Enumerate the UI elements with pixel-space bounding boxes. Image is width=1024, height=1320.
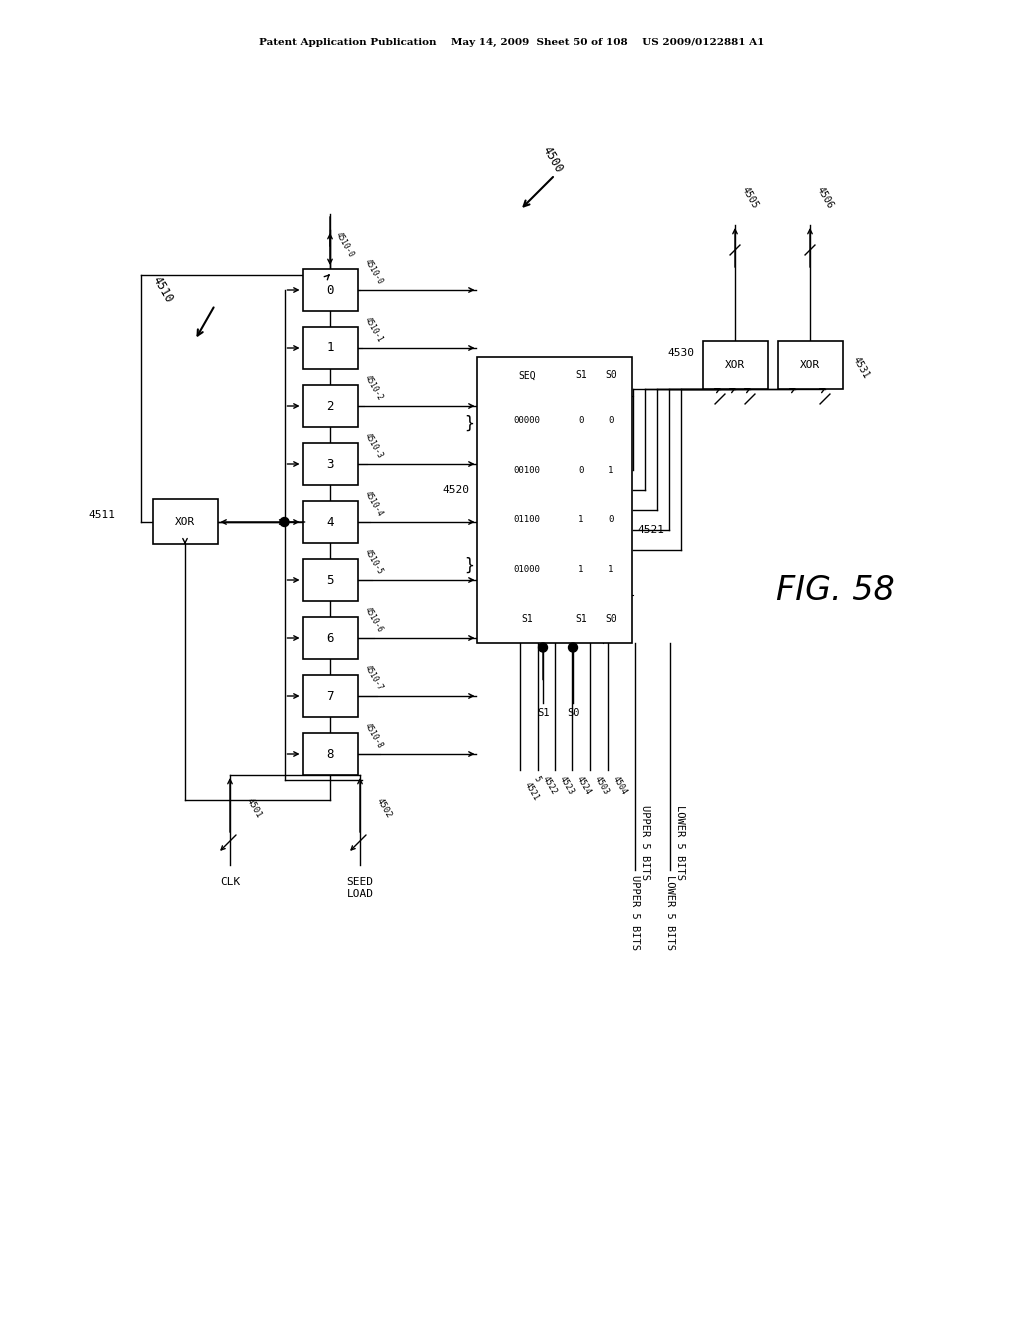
Text: 4511: 4511 (88, 510, 115, 520)
Text: S0: S0 (566, 708, 580, 718)
Text: S1: S1 (537, 708, 549, 718)
Text: 4510-3: 4510-3 (362, 432, 384, 459)
Text: SEQ: SEQ (518, 371, 536, 380)
Text: 4510-7: 4510-7 (362, 664, 384, 692)
Bar (302, 444, 357, 484)
Text: S0: S0 (605, 614, 616, 623)
Text: XOR: XOR (800, 360, 820, 370)
Text: S1: S1 (521, 614, 532, 623)
Text: }: } (465, 557, 474, 576)
Bar (302, 675, 357, 717)
Bar (302, 502, 357, 543)
Text: Patent Application Publication    May 14, 2009  Sheet 50 of 108    US 2009/01228: Patent Application Publication May 14, 2… (259, 37, 765, 46)
Text: S1: S1 (575, 371, 587, 380)
Text: LOWER 5 BITS: LOWER 5 BITS (675, 805, 685, 880)
Text: 01100: 01100 (514, 515, 541, 524)
Bar (153, 499, 217, 544)
Text: 0: 0 (579, 466, 584, 475)
Text: 5
4521: 5 4521 (523, 775, 550, 803)
Text: 1: 1 (608, 466, 613, 475)
Text: 00100: 00100 (514, 466, 541, 475)
Bar (302, 269, 357, 312)
Text: 4530: 4530 (668, 348, 694, 358)
Text: FIG. 58: FIG. 58 (775, 573, 894, 606)
Text: 7: 7 (327, 689, 334, 702)
Text: S1: S1 (575, 614, 587, 623)
Bar (477, 358, 633, 643)
Text: 0: 0 (327, 284, 334, 297)
Text: XOR: XOR (175, 517, 196, 527)
Text: XOR: XOR (725, 360, 745, 370)
Text: 4520: 4520 (442, 484, 469, 495)
Text: 4510-2: 4510-2 (362, 374, 384, 403)
Circle shape (280, 517, 289, 527)
Text: 4531: 4531 (851, 355, 870, 380)
Text: 4510-8: 4510-8 (362, 722, 384, 750)
Text: 4522: 4522 (541, 775, 559, 797)
Text: 4504: 4504 (611, 775, 629, 797)
Text: S0: S0 (605, 371, 616, 380)
Bar (302, 327, 357, 370)
Text: 2: 2 (327, 400, 334, 412)
Text: 8: 8 (327, 747, 334, 760)
Bar (702, 341, 768, 389)
Text: 4501: 4501 (245, 797, 263, 820)
Text: 4510-1: 4510-1 (362, 315, 384, 345)
Text: 1: 1 (327, 342, 334, 355)
Text: 1: 1 (579, 515, 584, 524)
Text: 4521: 4521 (638, 525, 665, 535)
Text: 0: 0 (608, 515, 613, 524)
Circle shape (568, 643, 578, 652)
Bar (302, 558, 357, 601)
Bar (302, 385, 357, 426)
Text: 4510-0: 4510-0 (362, 257, 384, 286)
Text: 4524: 4524 (575, 775, 593, 797)
Bar (777, 341, 843, 389)
Text: 4510: 4510 (150, 273, 175, 305)
Text: 0: 0 (608, 416, 613, 425)
Text: 6: 6 (327, 631, 334, 644)
Text: UPPER 5 BITS: UPPER 5 BITS (640, 805, 650, 880)
Text: 3: 3 (327, 458, 334, 470)
Text: 1: 1 (579, 565, 584, 574)
Text: SEED
LOAD: SEED LOAD (346, 876, 374, 899)
Text: LOWER 5 BITS: LOWER 5 BITS (665, 875, 675, 950)
Text: 4500: 4500 (540, 144, 565, 176)
Text: }: } (465, 414, 474, 433)
Bar (302, 616, 357, 659)
Text: 4505: 4505 (740, 185, 761, 210)
Circle shape (539, 643, 548, 652)
Text: 4510-4: 4510-4 (362, 490, 384, 517)
Text: 4510-6: 4510-6 (362, 606, 384, 634)
Text: CLK: CLK (220, 876, 240, 887)
Text: 4510-5: 4510-5 (362, 548, 384, 576)
Text: 4510-0: 4510-0 (334, 231, 355, 259)
Text: 4503: 4503 (593, 775, 610, 797)
Text: UPPER 5 BITS: UPPER 5 BITS (630, 875, 640, 950)
Bar (302, 733, 357, 775)
Text: 4506: 4506 (815, 185, 836, 210)
Text: 4523: 4523 (558, 775, 575, 797)
Text: 4: 4 (327, 516, 334, 528)
Text: 01000: 01000 (514, 565, 541, 574)
Text: 00000: 00000 (514, 416, 541, 425)
Text: 4502: 4502 (375, 797, 393, 820)
Text: 1: 1 (608, 565, 613, 574)
Text: 5: 5 (327, 573, 334, 586)
Text: 0: 0 (579, 416, 584, 425)
